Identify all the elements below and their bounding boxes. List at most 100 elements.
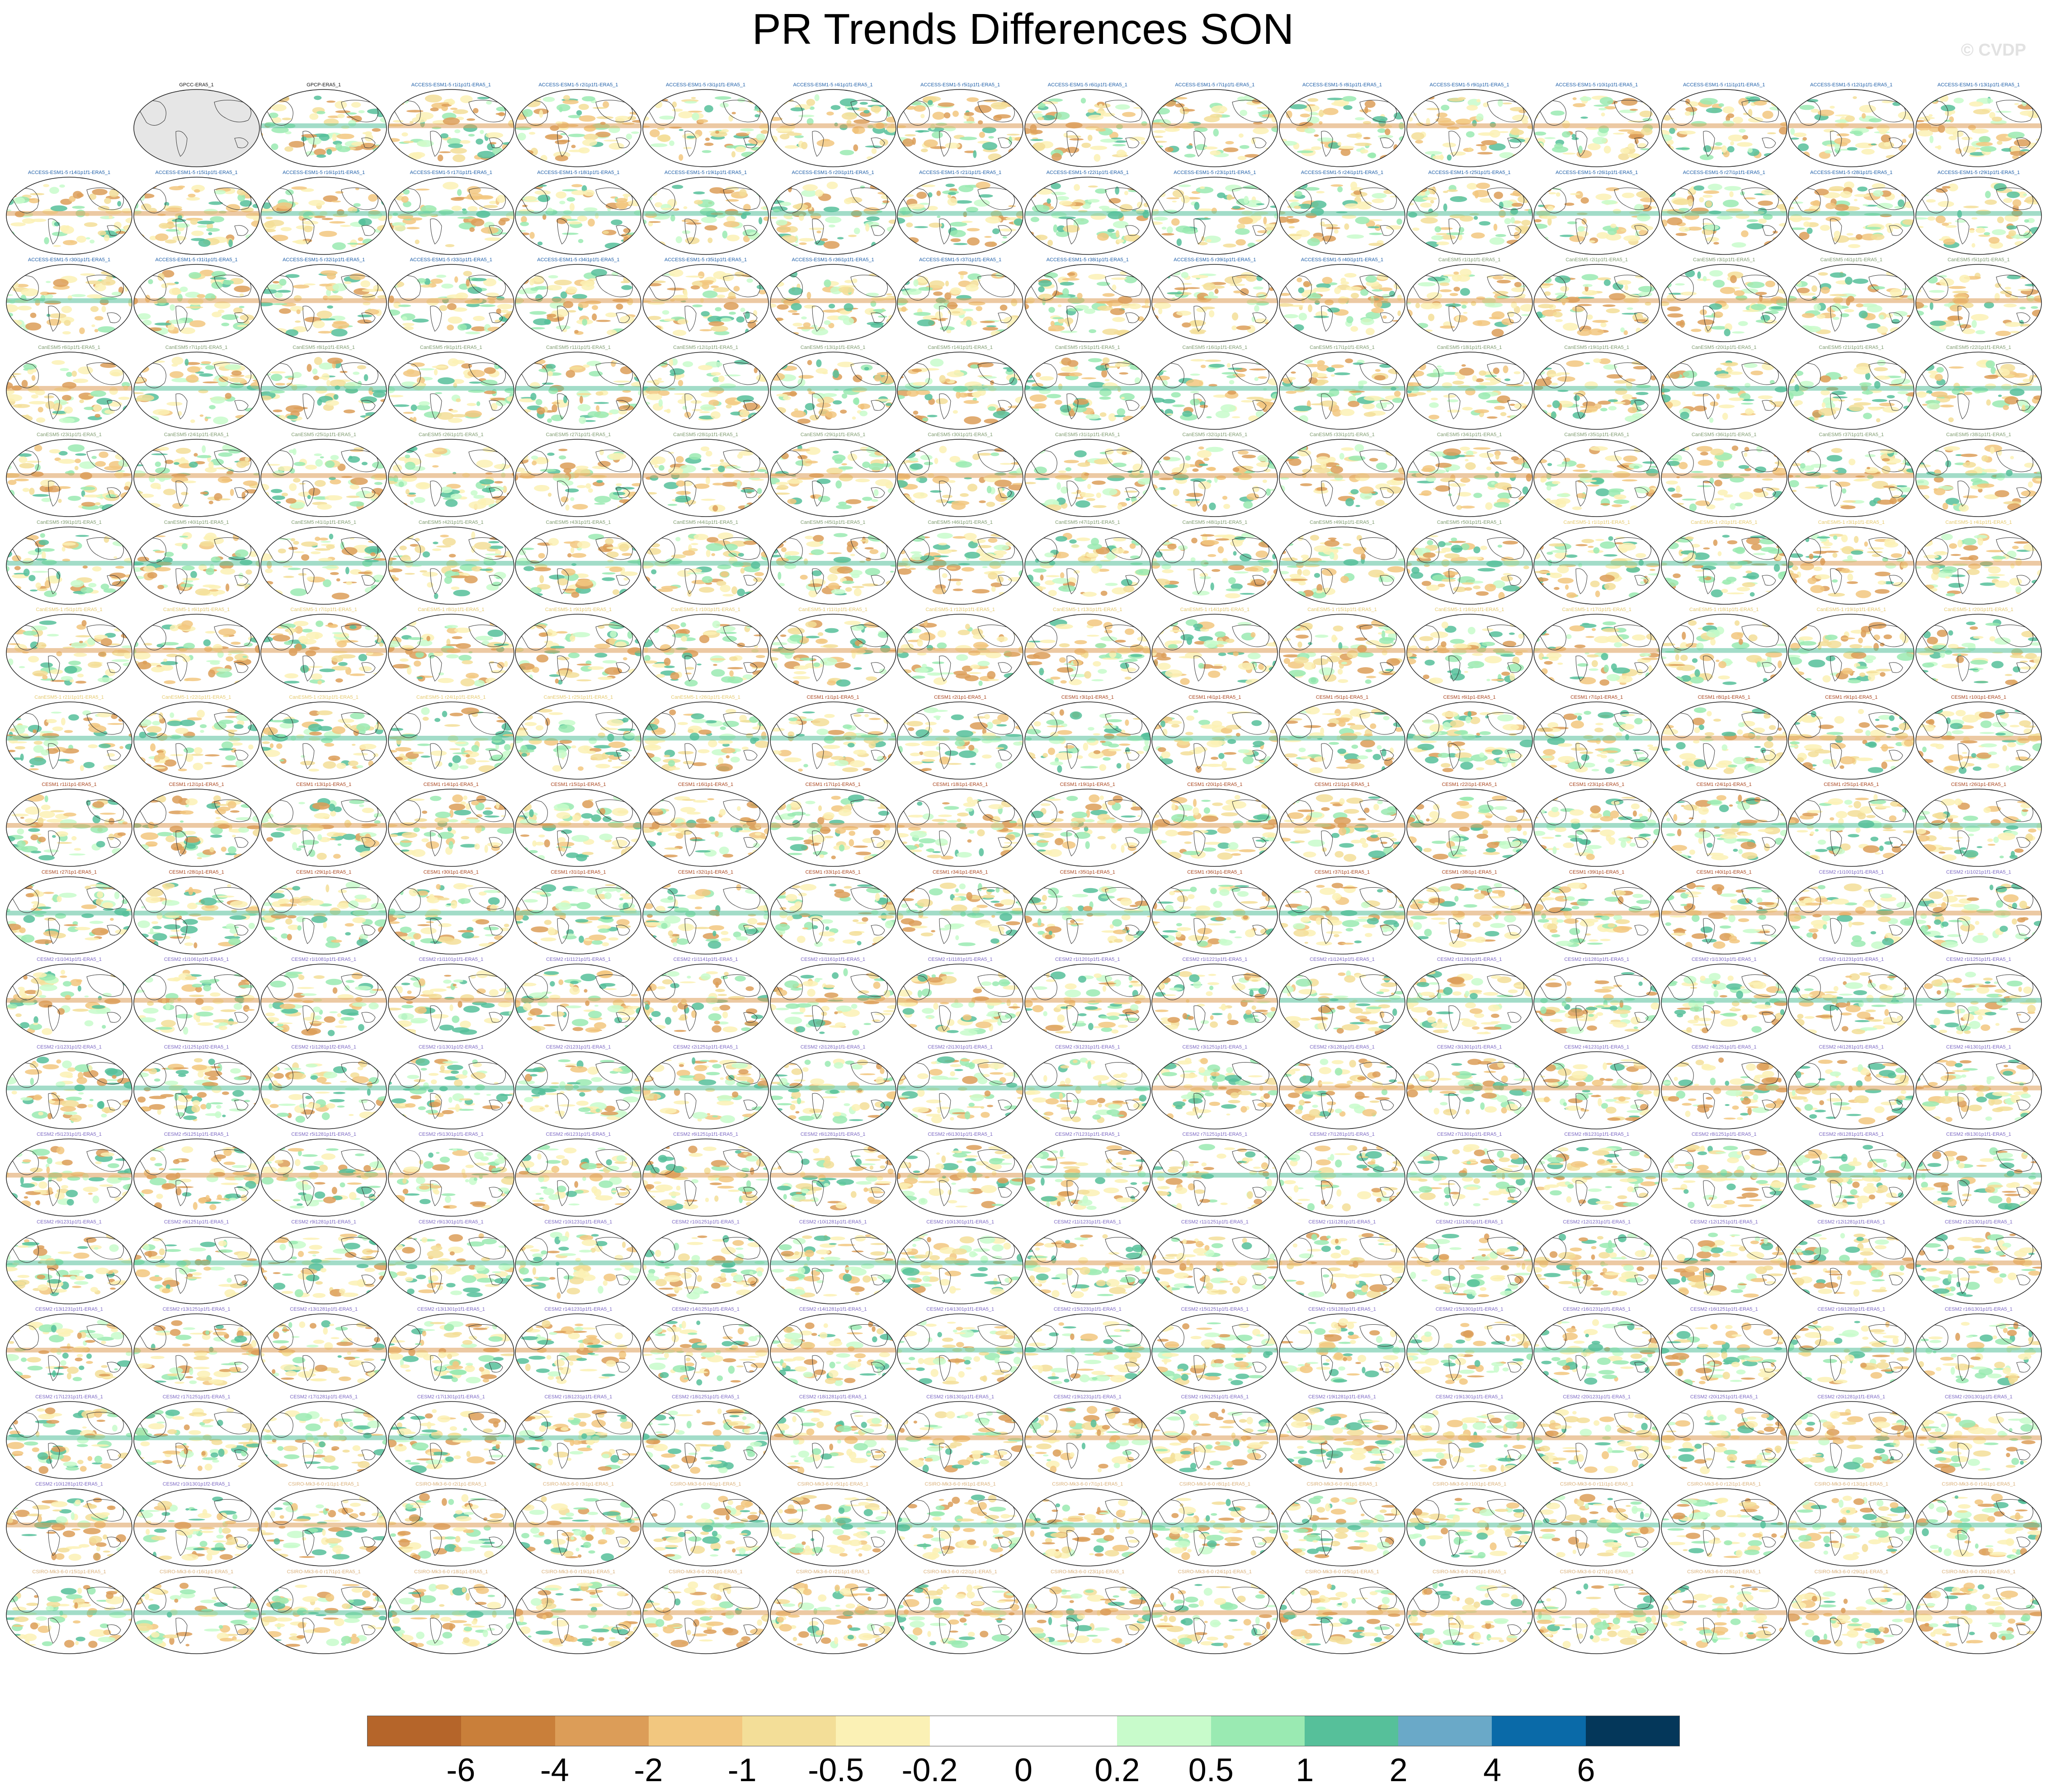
map-panel: ACCESS-ESM1-5 r22i1p1f1-ERA5_1	[1024, 170, 1151, 257]
map-panel: CanESM5-1 r23i1p1f1-ERA5_1	[260, 695, 387, 782]
map-panel: CESM2 r1i1251p1f2-ERA5_1	[133, 1044, 260, 1132]
robinson-map	[642, 1488, 769, 1566]
panel-title: CanESM5-1 r11i1p1f1-ERA5_1	[767, 607, 900, 612]
map-panel: CESM2 r3i1251p1f1-ERA5_1	[1151, 1044, 1278, 1132]
robinson-map	[1406, 176, 1533, 255]
robinson-map	[1533, 89, 1660, 167]
panel-title: CanESM5 r50i1p1f1-ERA5_1	[1403, 520, 1536, 525]
robinson-map	[897, 614, 1023, 692]
map-panel: CESM2 r20i1231p1f1-ERA5_1	[1533, 1394, 1660, 1482]
robinson-map	[1279, 789, 1405, 867]
robinson-map	[1406, 439, 1533, 517]
robinson-map	[642, 439, 769, 517]
panel-title: ACCESS-ESM1-5 r15i1p1f1-ERA5_1	[130, 170, 263, 175]
robinson-map	[1024, 1138, 1151, 1217]
robinson-map	[1788, 1401, 1915, 1479]
robinson-map	[1279, 439, 1405, 517]
map-panel: CanESM5 r50i1p1f1-ERA5_1	[1406, 520, 1533, 607]
robinson-map	[1406, 1226, 1533, 1304]
map-panel: CanESM5-1 r13i1p1f1-ERA5_1	[1024, 607, 1151, 694]
robinson-map	[1661, 701, 1787, 780]
map-panel: CanESM5-1 r19i1p1f1-ERA5_1	[1787, 607, 1915, 694]
map-panel: CESM2 r2i1281p1f1-ERA5_1	[769, 1044, 897, 1132]
colorbar-tick-label: 0	[1014, 1752, 1032, 1789]
panel-title: CanESM5 r11i1p1f1-ERA5_1	[512, 345, 645, 350]
robinson-map	[1915, 1138, 2042, 1217]
panel-title: ACCESS-ESM1-5 r21i1p1f1-ERA5_1	[894, 170, 1027, 175]
map-panel: CanESM5-1 r20i1p1f1-ERA5_1	[1915, 607, 2042, 694]
robinson-map	[388, 1051, 514, 1129]
panel-title: CESM1 r27i1p1-ERA5_1	[3, 870, 136, 875]
panel-title: CSIRO-Mk3-6-0 r21i1p1-ERA5_1	[767, 1569, 900, 1575]
panel-title: CESM2 r8i1251p1f1-ERA5_1	[1658, 1132, 1791, 1137]
map-panel: CESM1 r15i1p1-ERA5_1	[514, 782, 642, 869]
robinson-map	[515, 1401, 642, 1479]
map-panel: CESM2 r16i1251p1f1-ERA5_1	[1660, 1307, 1788, 1394]
panel-title: CanESM5 r9i1p1f1-ERA5_1	[385, 345, 518, 350]
panel-title: CESM2 r7i1281p1f1-ERA5_1	[1276, 1132, 1409, 1137]
map-panel: CESM2 r7i1231p1f1-ERA5_1	[1024, 1132, 1151, 1219]
robinson-map	[769, 264, 896, 342]
panel-title: CSIRO-Mk3-6-0 r12i1p1-ERA5_1	[1658, 1482, 1791, 1487]
map-panel: CESM2 r11i1301p1f1-ERA5_1	[1406, 1219, 1533, 1307]
robinson-map	[1406, 1488, 1533, 1566]
map-panel: CESM2 r20i1251p1f1-ERA5_1	[1660, 1394, 1788, 1482]
map-panel: CESM2 r1i1001p1f1-ERA5_1	[1787, 870, 1915, 957]
map-panel: ACCESS-ESM1-5 r3i1p1f1-ERA5_1	[642, 82, 769, 169]
map-panel: CESM2 r3i1301p1f1-ERA5_1	[1406, 1044, 1533, 1132]
map-panel: CanESM5 r45i1p1f1-ERA5_1	[769, 520, 897, 607]
map-panel: CESM2 r12i1301p1f1-ERA5_1	[1915, 1219, 2042, 1307]
robinson-map	[1915, 351, 2042, 430]
robinson-map	[1533, 1313, 1660, 1392]
robinson-map	[388, 1488, 514, 1566]
robinson-map	[515, 789, 642, 867]
robinson-map	[388, 876, 514, 955]
panel-title: CESM2 r4i1281p1f1-ERA5_1	[1785, 1044, 1918, 1050]
map-panel: CESM2 r11i1251p1f1-ERA5_1	[1151, 1219, 1278, 1307]
panel-title: CESM2 r18i1281p1f1-ERA5_1	[767, 1394, 900, 1400]
robinson-map	[897, 351, 1023, 430]
robinson-map	[1661, 264, 1787, 342]
panel-title: ACCESS-ESM1-5 r35i1p1f1-ERA5_1	[639, 257, 772, 263]
map-panel: CSIRO-Mk3-6-0 r22i1p1-ERA5_1	[896, 1569, 1024, 1656]
panel-title: CanESM5 r29i1p1f1-ERA5_1	[767, 432, 900, 437]
robinson-map	[1279, 876, 1405, 955]
robinson-map	[642, 176, 769, 255]
map-panel: ACCESS-ESM1-5 r40i1p1f1-ERA5_1	[1278, 257, 1406, 344]
map-panel: CESM1 r10i1p1-ERA5_1	[1915, 695, 2042, 782]
map-panel: CanESM5 r47i1p1f1-ERA5_1	[1024, 520, 1151, 607]
panel-title: CESM2 r15i1301p1f1-ERA5_1	[1403, 1307, 1536, 1312]
robinson-map	[260, 1488, 387, 1566]
map-panel: CanESM5 r27i1p1f1-ERA5_1	[514, 432, 642, 519]
robinson-map	[515, 264, 642, 342]
robinson-map	[1661, 89, 1787, 167]
map-panel: CESM2 r18i1231p1f1-ERA5_1	[514, 1394, 642, 1482]
panel-title: CESM1 r38i1p1-ERA5_1	[1403, 870, 1536, 875]
panel-title: CanESM5-1 r1i1p1f1-ERA5_1	[1530, 520, 1663, 525]
panel-title: CSIRO-Mk3-6-0 r16i1p1-ERA5_1	[130, 1569, 263, 1575]
robinson-map	[642, 1313, 769, 1392]
robinson-map	[388, 264, 514, 342]
map-panel: CSIRO-Mk3-6-0 r1i1p1-ERA5_1	[260, 1482, 387, 1569]
robinson-map	[769, 1313, 896, 1392]
map-panel: ACCESS-ESM1-5 r7i1p1f1-ERA5_1	[1151, 82, 1278, 169]
map-panel: CESM1 r13i1p1-ERA5_1	[260, 782, 387, 869]
panel-title: CanESM5 r26i1p1f1-ERA5_1	[385, 432, 518, 437]
robinson-map	[897, 1401, 1023, 1479]
robinson-map	[1533, 1401, 1660, 1479]
robinson-map	[897, 439, 1023, 517]
panel-title: CanESM5-1 r10i1p1f1-ERA5_1	[639, 607, 772, 612]
robinson-map	[1151, 1051, 1278, 1129]
robinson-map	[6, 1488, 132, 1566]
map-panel: CESM1 r7i1p1-ERA5_1	[1533, 695, 1660, 782]
robinson-map	[1279, 264, 1405, 342]
panel-title: CSIRO-Mk3-6-0 r13i1p1-ERA5_1	[1785, 1482, 1918, 1487]
robinson-map	[388, 439, 514, 517]
map-panel: GPCC-ERA5_1	[133, 82, 260, 169]
map-panel: CESM1 r24i1p1-ERA5_1	[1660, 782, 1788, 869]
robinson-map	[1533, 176, 1660, 255]
map-panel: CSIRO-Mk3-6-0 r3i1p1-ERA5_1	[514, 1482, 642, 1569]
panel-title: ACCESS-ESM1-5 r38i1p1f1-ERA5_1	[1021, 257, 1154, 263]
panel-title: CESM1 r12i1p1-ERA5_1	[130, 782, 263, 787]
robinson-map	[515, 1051, 642, 1129]
